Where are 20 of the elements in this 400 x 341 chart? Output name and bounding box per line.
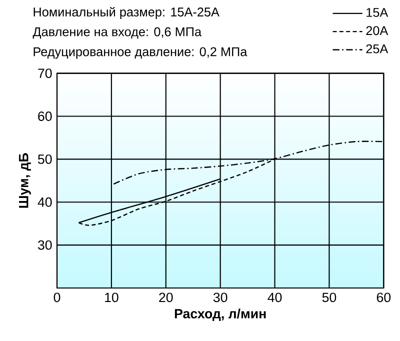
y-tick-label: 50 (38, 154, 52, 164)
text: Давление на входе: 0,6 МПа (32, 27, 202, 39)
y-tick-label: 40 (38, 197, 52, 207)
x-tick-label: 50 (322, 292, 336, 302)
x-tick-label: 0 (54, 292, 60, 302)
y-axis-title: Шум, дБ (19, 153, 31, 208)
x-tick-label: 10 (105, 292, 118, 302)
legend-label: 25A (366, 44, 388, 54)
x-tick-label: 40 (268, 292, 282, 302)
text: Редуцированное давление: 0,2 МПа (34, 47, 248, 59)
legend-label: 20A (366, 26, 388, 36)
x-tick-label: 60 (376, 292, 391, 302)
x-axis-title: Расход, л/мин (174, 308, 266, 321)
y-tick-label: 70 (38, 68, 52, 78)
y-tick-label: 60 (38, 112, 52, 121)
x-tick-label: 30 (213, 292, 228, 302)
text: Номинальный размер: 15A-25A (34, 6, 220, 20)
legend-label: 15A (366, 8, 388, 17)
y-tick-label: 30 (38, 240, 52, 250)
x-tick-label: 20 (159, 292, 173, 302)
